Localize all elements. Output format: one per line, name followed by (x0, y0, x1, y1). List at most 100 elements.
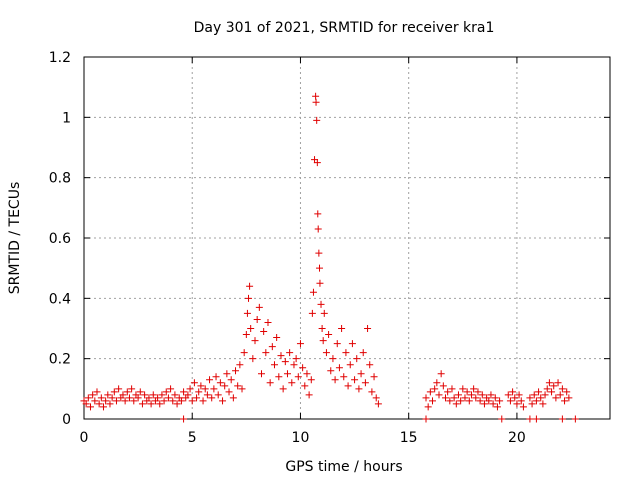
data-point (160, 397, 168, 405)
data-point (496, 397, 504, 405)
data-point (294, 373, 302, 381)
data-point (214, 391, 222, 399)
data-point (206, 376, 214, 384)
data-point (364, 325, 372, 332)
data-point (95, 400, 103, 408)
y-tick-label: 0.8 (49, 171, 71, 187)
data-point (216, 379, 224, 387)
data-point (355, 385, 363, 393)
data-point (266, 379, 274, 387)
data-point (374, 400, 382, 408)
data-point (558, 385, 566, 393)
x-tick-label: 0 (80, 430, 89, 446)
data-point (268, 343, 276, 351)
data-point (424, 403, 432, 411)
data-point (561, 397, 569, 405)
data-point (112, 397, 120, 405)
y-tick-label: 0.6 (49, 231, 71, 247)
data-point (305, 391, 313, 399)
data-point (441, 394, 449, 402)
data-point (370, 373, 378, 381)
data-point (156, 400, 164, 408)
data-point (249, 355, 257, 363)
y-tick-label: 0 (62, 412, 71, 428)
data-point (316, 264, 324, 272)
data-point (154, 394, 162, 402)
data-point (532, 415, 540, 423)
data-point (240, 349, 248, 357)
data-point (169, 397, 177, 405)
data-point (104, 391, 112, 399)
data-point (312, 92, 320, 100)
data-point (264, 318, 272, 326)
data-point (563, 388, 571, 396)
data-point (315, 249, 323, 257)
data-point (283, 370, 291, 378)
data-point (431, 385, 439, 393)
data-point (212, 373, 220, 381)
data-point (141, 391, 149, 399)
y-tick-label: 1 (62, 110, 71, 126)
data-point (487, 391, 495, 399)
data-point (303, 370, 311, 378)
data-point (558, 415, 566, 423)
data-point (138, 400, 146, 408)
data-point (517, 397, 525, 405)
data-point (203, 391, 211, 399)
y-tick-label: 1.2 (49, 50, 71, 66)
data-point (125, 394, 133, 402)
data-point (164, 394, 172, 402)
data-point (234, 382, 242, 390)
data-point (511, 394, 519, 402)
data-point (89, 391, 97, 399)
data-point (422, 415, 430, 423)
data-point (342, 349, 350, 357)
data-point (208, 394, 216, 402)
data-point (509, 388, 517, 396)
data-point (444, 388, 452, 396)
data-point (344, 382, 352, 390)
data-point (246, 282, 254, 290)
data-point (351, 376, 359, 384)
data-point (108, 394, 116, 402)
data-point (290, 361, 298, 369)
data-point (97, 394, 105, 402)
data-point (307, 376, 315, 384)
data-point (493, 403, 501, 411)
data-point (519, 403, 527, 411)
data-point (346, 361, 354, 369)
data-point (308, 309, 316, 317)
data-point (177, 397, 185, 405)
data-point (136, 388, 144, 396)
data-point (429, 397, 437, 405)
data-point (102, 397, 110, 405)
data-point (439, 382, 447, 390)
data-point (461, 394, 469, 402)
data-point (262, 349, 270, 357)
data-point (532, 397, 540, 405)
data-point (476, 397, 484, 405)
data-point (318, 325, 326, 332)
data-point (223, 370, 231, 378)
data-point (340, 373, 348, 381)
data-point (571, 415, 579, 423)
data-point (450, 394, 458, 402)
data-point (190, 379, 198, 387)
data-point (552, 394, 560, 402)
data-point (180, 388, 188, 396)
data-point (260, 328, 268, 336)
data-point (528, 400, 536, 408)
data-point (245, 294, 253, 302)
data-point (292, 355, 300, 363)
chart-title: Day 301 of 2021, SRMTID for receiver kra… (194, 20, 495, 36)
data-point (279, 385, 287, 393)
data-point (134, 394, 142, 402)
data-point (309, 288, 317, 296)
data-point (225, 388, 233, 396)
data-point (186, 385, 194, 393)
data-point (149, 391, 157, 399)
data-point (184, 391, 192, 399)
data-point (331, 376, 339, 384)
data-point (513, 400, 521, 408)
